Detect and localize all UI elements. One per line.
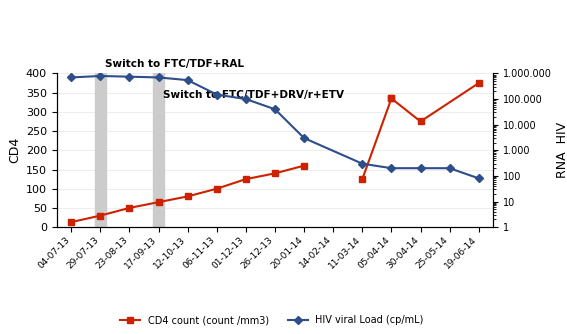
Y-axis label: RNA  HIV: RNA HIV bbox=[556, 122, 567, 178]
Bar bbox=[95, 73, 105, 227]
Legend: CD4 count (count /mm3), HIV viral Load (cp/mL): CD4 count (count /mm3), HIV viral Load (… bbox=[117, 311, 428, 329]
Text: Switch to FTC/TDF+DRV/r+ETV: Switch to FTC/TDF+DRV/r+ETV bbox=[163, 90, 344, 100]
Text: Switch to FTC/TDF+RAL: Switch to FTC/TDF+RAL bbox=[105, 59, 244, 69]
Bar bbox=[153, 73, 164, 227]
Y-axis label: CD4: CD4 bbox=[9, 137, 22, 163]
